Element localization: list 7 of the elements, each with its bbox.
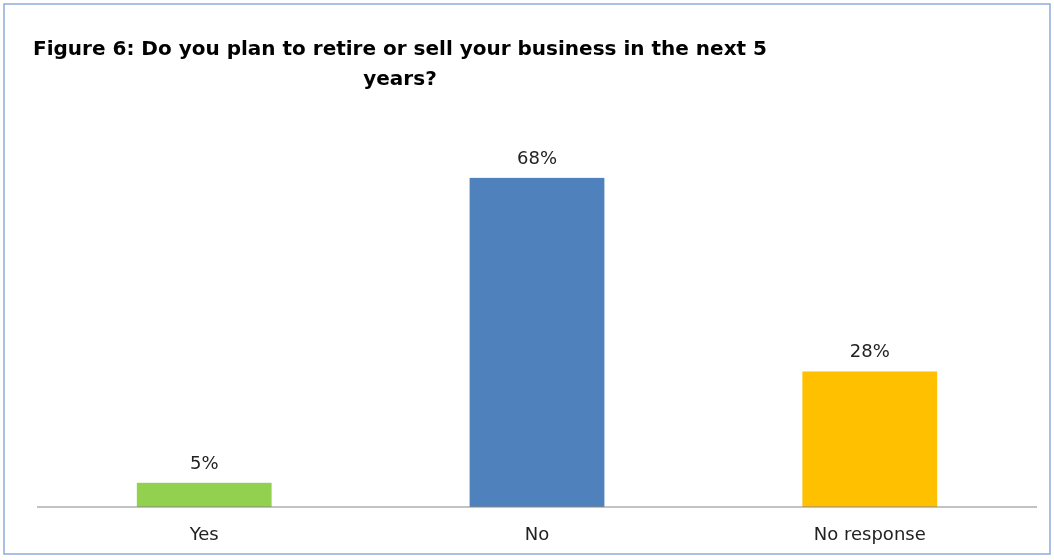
chart-title: Figure 6: Do you plan to retire or sell your business in the next 5 years?: [33, 36, 767, 90]
x-tick-label: No: [524, 523, 550, 544]
x-tick-label: No response: [813, 523, 926, 544]
data-label: 68%: [516, 146, 558, 168]
x-tick-label: Yes: [188, 523, 219, 544]
data-label: 28%: [849, 340, 890, 362]
data-label: 5%: [189, 451, 219, 473]
